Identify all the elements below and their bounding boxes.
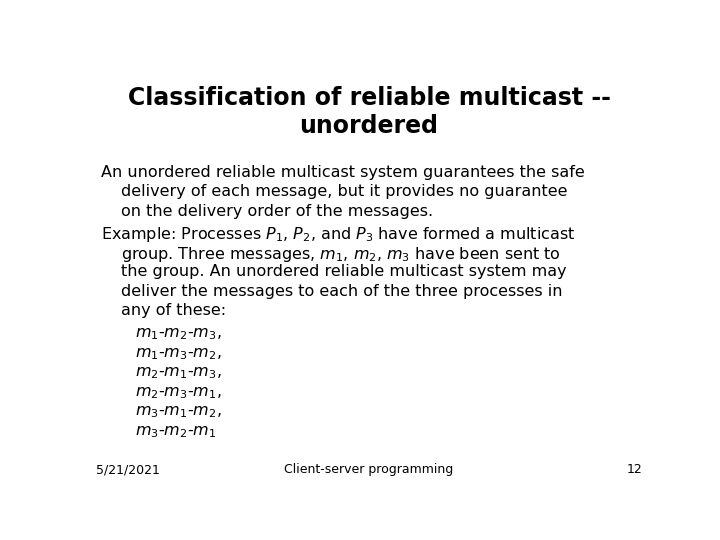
- Text: delivery of each message, but it provides no guarantee: delivery of each message, but it provide…: [121, 184, 567, 199]
- Text: $m_2$-$m_1$-$m_3$,: $m_2$-$m_1$-$m_3$,: [135, 366, 221, 381]
- Text: Classification of reliable multicast --
unordered: Classification of reliable multicast -- …: [127, 85, 611, 138]
- Text: 12: 12: [626, 463, 642, 476]
- Text: $m_1$-$m_3$-$m_2$,: $m_1$-$m_3$-$m_2$,: [135, 346, 221, 362]
- Text: on the delivery order of the messages.: on the delivery order of the messages.: [121, 204, 433, 219]
- Text: any of these:: any of these:: [121, 303, 226, 319]
- Text: An unordered reliable multicast system guarantees the safe: An unordered reliable multicast system g…: [101, 165, 585, 180]
- Text: 5/21/2021: 5/21/2021: [96, 463, 159, 476]
- Text: $m_3$-$m_1$-$m_2$,: $m_3$-$m_1$-$m_2$,: [135, 404, 221, 420]
- Text: Client-server programming: Client-server programming: [284, 463, 454, 476]
- Text: deliver the messages to each of the three processes in: deliver the messages to each of the thre…: [121, 284, 562, 299]
- Text: group. Three messages, $m_1$, $m_2$, $m_3$ have been sent to: group. Three messages, $m_1$, $m_2$, $m_…: [121, 245, 561, 264]
- Text: Example: Processes $P_1$, $P_2$, and $P_3$ have formed a multicast: Example: Processes $P_1$, $P_2$, and $P_…: [101, 225, 575, 244]
- Text: $m_2$-$m_3$-$m_1$,: $m_2$-$m_3$-$m_1$,: [135, 385, 221, 401]
- Text: $m_3$-$m_2$-$m_1$: $m_3$-$m_2$-$m_1$: [135, 424, 216, 440]
- Text: $m_1$-$m_2$-$m_3$,: $m_1$-$m_2$-$m_3$,: [135, 326, 221, 342]
- Text: the group. An unordered reliable multicast system may: the group. An unordered reliable multica…: [121, 265, 567, 279]
